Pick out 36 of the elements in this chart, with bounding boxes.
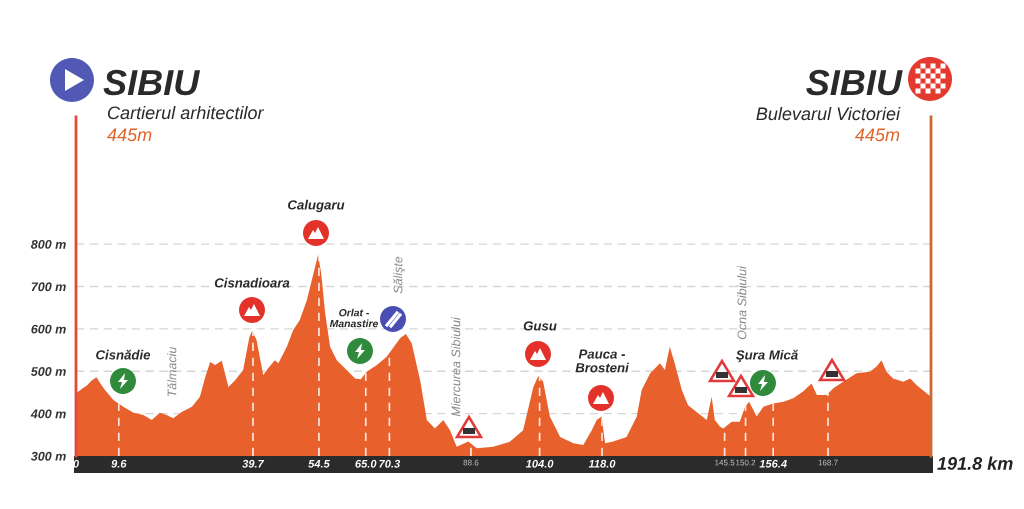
x-tick-label: 168.7 xyxy=(818,459,838,466)
annotation: Gusu xyxy=(523,321,557,331)
x-tick-label: 70.3 xyxy=(379,459,401,468)
text: SIBIU xyxy=(806,69,903,96)
x-tick-label: 65.0 xyxy=(355,459,377,468)
text: SIBIU xyxy=(103,69,201,96)
x-tick-label: 54.5 xyxy=(308,459,330,468)
annotation: Miercurea Sibiului xyxy=(451,317,461,417)
annotation: Ocna Sibiului xyxy=(737,265,747,340)
annotation: Şura Mică xyxy=(736,349,798,363)
annotation: Orlat - Manastire xyxy=(329,308,379,328)
annotation: 445m xyxy=(107,128,152,142)
annotation: Cartierul arhitectilor xyxy=(108,105,265,120)
x-tick-label: 88.6 xyxy=(463,459,479,466)
x-tick-label: 150.2 xyxy=(736,459,756,466)
x-tick-label: 104.0 xyxy=(525,459,554,468)
y-tick-label: 800 m xyxy=(31,239,66,249)
annotation: Calugaru xyxy=(288,199,345,213)
annotation: Bulevarul Victoriei xyxy=(756,106,901,121)
annotation: Sălişte xyxy=(393,256,405,294)
annotation: Cisnadioara xyxy=(214,277,290,288)
annotation: 445m xyxy=(854,128,900,142)
x-tick-label: 156.4 xyxy=(759,459,787,468)
y-tick-label: 500 m xyxy=(30,367,66,376)
x-tick-label: 9.6 xyxy=(111,459,127,468)
x-tick-label: 39.7 xyxy=(242,459,265,468)
annotation: Tălmaciu xyxy=(167,346,177,397)
annotation: Pauca - Brosteni xyxy=(575,349,629,373)
x-axis-title: 191.8 km xyxy=(937,456,1013,470)
y-tick-label: 400 m xyxy=(30,409,66,419)
y-tick-label: 600 m xyxy=(31,324,66,334)
annotation: Cisnădie xyxy=(96,349,151,360)
x-tick-label: 118.0 xyxy=(588,459,616,468)
y-tick-label: 300 m xyxy=(30,451,66,461)
x-tick-label: 145.5 xyxy=(715,459,735,466)
y-tick-label: 700 m xyxy=(31,282,66,292)
